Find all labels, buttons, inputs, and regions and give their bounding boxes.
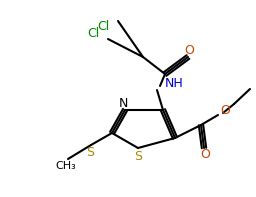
Text: O: O — [220, 103, 230, 116]
Text: Cl: Cl — [98, 20, 110, 33]
Text: NH: NH — [165, 76, 184, 89]
Text: O: O — [200, 149, 210, 162]
Text: S: S — [134, 151, 142, 164]
Text: O: O — [184, 44, 194, 57]
Text: Cl: Cl — [88, 27, 100, 40]
Text: N: N — [118, 97, 128, 110]
Text: S: S — [86, 147, 94, 160]
Text: CH₃: CH₃ — [56, 161, 76, 171]
